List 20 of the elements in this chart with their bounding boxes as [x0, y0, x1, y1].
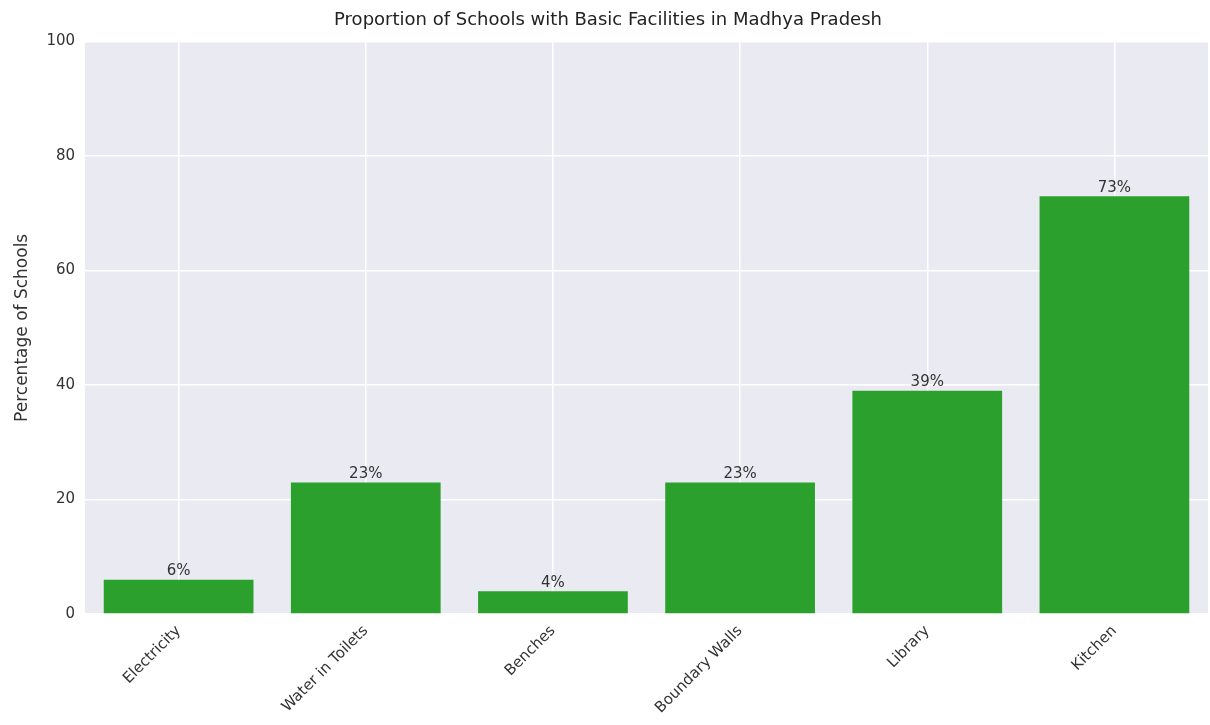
chart-title: Proportion of Schools with Basic Facilities in Madhya Pradesh [334, 8, 882, 30]
y-tick-label: 60 [55, 260, 76, 279]
y-tick-label: 100 [46, 31, 76, 50]
bar [665, 482, 815, 614]
bar [852, 390, 1003, 614]
bar [103, 579, 254, 614]
bar [1039, 196, 1190, 614]
y-tick-label: 0 [65, 603, 76, 622]
y-tick-label: 40 [55, 374, 76, 393]
bar [290, 482, 441, 614]
data-label: 6% [166, 561, 191, 580]
bar [478, 591, 628, 614]
data-label: 4% [541, 572, 565, 591]
data-label: 23% [349, 463, 383, 482]
data-label: 23% [723, 463, 757, 482]
y-axis-title: Percentage of Schools [10, 233, 31, 422]
y-tick-label: 20 [55, 489, 76, 508]
data-label: 73% [1097, 177, 1132, 196]
y-tick-label: 80 [55, 145, 76, 164]
data-label: 39% [910, 372, 944, 391]
